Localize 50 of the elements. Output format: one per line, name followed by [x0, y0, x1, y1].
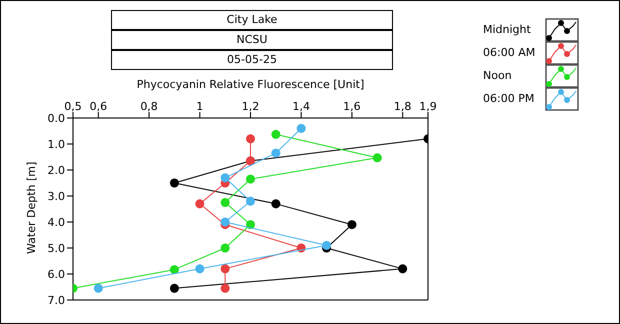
- point: [246, 174, 256, 184]
- y-tick-label: 5.0: [48, 242, 65, 255]
- point: [246, 220, 256, 230]
- point: [296, 124, 306, 133]
- point: [372, 153, 382, 162]
- x-tick-label: 0,5: [64, 100, 82, 113]
- y-tick-label: 7.0: [48, 294, 65, 307]
- chart-title: City Lake: [226, 12, 278, 28]
- point: [195, 264, 204, 274]
- x-tick-label: 1,4: [292, 100, 310, 113]
- x-tick-label: 1,8: [394, 100, 412, 113]
- x-axis-title: Phycocyanin Relative Fluorescence [Unit]: [136, 78, 364, 91]
- point: [347, 220, 356, 230]
- point: [271, 199, 280, 208]
- point: [220, 198, 230, 208]
- x-tick-label: 1,9: [419, 100, 437, 113]
- point: [220, 264, 230, 274]
- point: [220, 284, 230, 293]
- y-tick-label: 6.0: [48, 268, 65, 281]
- point: [220, 243, 230, 253]
- point: [195, 199, 204, 208]
- y-tick-label: 4.0: [48, 216, 65, 229]
- y-tick-label: 0.0: [48, 112, 65, 125]
- x-tick-label: 1,6: [343, 100, 361, 113]
- y-tick-label: 3.0: [48, 190, 65, 203]
- x-tick-label: 0,6: [90, 100, 108, 113]
- point: [170, 284, 179, 293]
- point: [322, 240, 332, 250]
- text: 05-05-25: [112, 49, 392, 69]
- point: [170, 265, 179, 274]
- point: [271, 130, 280, 139]
- point: [246, 196, 256, 206]
- text: Noon: [483, 69, 513, 82]
- point: [170, 178, 179, 188]
- chart-subtitle: NCSU: [112, 29, 392, 49]
- point: [246, 134, 256, 144]
- x-tick-label: 1: [196, 100, 204, 113]
- point: [94, 284, 103, 293]
- legend-label: Midnight: [483, 23, 532, 36]
- x-tick-label: 0,8: [140, 100, 158, 113]
- point: [220, 217, 230, 227]
- y-axis-title: Water Depth [m]: [24, 162, 38, 254]
- x-tick-label: 1,2: [242, 100, 260, 113]
- legend-label: 06:00 AM: [483, 46, 536, 59]
- y-tick-label: 1.0: [48, 138, 65, 151]
- point: [220, 173, 230, 182]
- y-tick-label: 2.0: [48, 164, 65, 177]
- point: [271, 148, 280, 158]
- legend-label: 06:00 PM: [483, 92, 536, 105]
- point: [398, 264, 408, 274]
